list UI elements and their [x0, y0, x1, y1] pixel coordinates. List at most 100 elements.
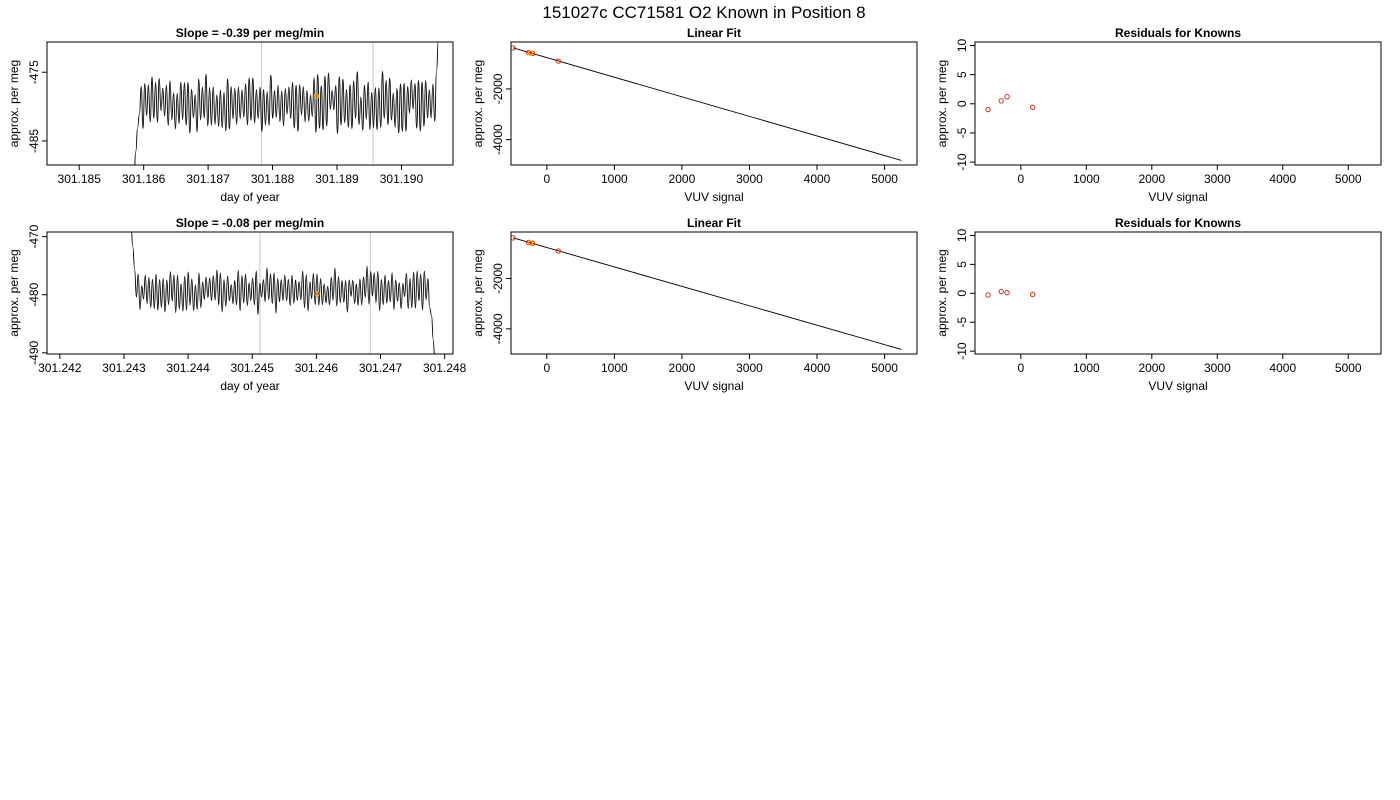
plot-area [511, 45, 902, 161]
y-tick-label: -2000 [491, 263, 505, 294]
y-tick-label: -4000 [491, 313, 505, 344]
y-tick-label: -475 [27, 60, 41, 84]
fit-line [512, 47, 902, 161]
y-axis-label: approx. per meg [471, 249, 485, 336]
x-tick-label: 5000 [871, 172, 898, 186]
figure-title: 151027c CC71581 O2 Known in Position 8 [542, 3, 865, 22]
x-tick-label: 5000 [1335, 172, 1362, 186]
x-tick-label: 301.242 [38, 361, 82, 375]
x-tick-label: 301.189 [315, 172, 359, 186]
data-point [555, 248, 561, 254]
x-tick-label: 4000 [1269, 172, 1296, 186]
chart-panel-4: Slope = -0.08 per meg/min 301.242 301.243 3… [7, 216, 467, 393]
x-tick-label: 4000 [804, 361, 831, 375]
data-point [511, 235, 516, 241]
x-tick-label: 2000 [669, 172, 696, 186]
x-tick-label: 301.188 [251, 172, 295, 186]
y-tick-label: 5 [955, 261, 969, 268]
x-tick-label: 301.247 [359, 361, 403, 375]
y-tick-label: -5 [955, 317, 969, 328]
fit-line [512, 237, 902, 350]
y-axis-label: approx. per meg [7, 60, 21, 147]
x-tick-label: 5000 [871, 361, 898, 375]
y-tick-label: -2000 [491, 73, 505, 104]
data-point [1029, 291, 1036, 298]
data-point [985, 106, 991, 113]
y-tick-label: -490 [27, 341, 41, 365]
data-point [1004, 94, 1010, 100]
y-tick-label: -10 [955, 342, 969, 360]
x-tick-label: 301.248 [423, 361, 467, 375]
data-point [555, 58, 561, 64]
y-tick-label: -470 [27, 224, 41, 248]
highlight-point [314, 290, 320, 297]
x-tick-label: 4000 [1269, 361, 1296, 375]
plot-area [511, 235, 902, 350]
y-axis-label: approx. per meg [7, 249, 21, 336]
y-axis-label: approx. per meg [935, 60, 949, 147]
y-tick-label: 10 [955, 39, 969, 53]
plot-frame [46, 41, 454, 166]
panel-title: Slope = -0.39 per meg/min [176, 26, 324, 40]
x-tick-label: 2000 [669, 361, 696, 375]
x-axis-label: VUV signal [1148, 379, 1207, 393]
y-tick-label: 0 [955, 290, 969, 297]
x-tick-label: 301.244 [166, 361, 210, 375]
data-point [511, 45, 516, 51]
y-tick-label: -10 [955, 153, 969, 171]
plot-area [134, 42, 439, 165]
x-tick-label: 3000 [736, 361, 763, 375]
data-point [529, 240, 536, 246]
x-tick-label: 0 [543, 361, 550, 375]
chart-panel-6: Residuals for Knowns 0 1000 2000 3000 4000 500… [935, 216, 1382, 393]
panel-title: Slope = -0.08 per meg/min [176, 216, 324, 230]
series-line-1 [134, 42, 439, 165]
highlight-point [527, 240, 534, 246]
data-point [998, 98, 1004, 104]
x-tick-label: 2000 [1138, 172, 1165, 186]
x-tick-label: 3000 [1204, 361, 1231, 375]
plot-frame [46, 231, 454, 355]
x-tick-label: 301.186 [122, 172, 166, 186]
x-tick-label: 1000 [1073, 361, 1100, 375]
highlight-point [527, 50, 534, 56]
x-tick-label: 5000 [1335, 361, 1362, 375]
x-tick-label: 1000 [601, 172, 628, 186]
panel-title: Linear Fit [687, 216, 741, 230]
x-axis-label: day of year [220, 190, 279, 204]
x-axis-label: VUV signal [684, 190, 743, 204]
x-tick-label: 4000 [804, 172, 831, 186]
panel-title: Residuals for Knowns [1115, 216, 1241, 230]
y-tick-label: -5 [955, 127, 969, 138]
y-tick-label: 0 [955, 100, 969, 107]
panel-title: Linear Fit [687, 26, 741, 40]
data-point [985, 292, 991, 298]
y-tick-label: -485 [27, 129, 41, 153]
x-axis-label: day of year [220, 379, 279, 393]
y-tick-label: -4000 [491, 124, 505, 155]
y-tick-label: 10 [955, 228, 969, 242]
x-tick-label: 2000 [1138, 361, 1165, 375]
x-tick-label: 301.185 [58, 172, 102, 186]
x-tick-label: 301.243 [102, 361, 146, 375]
x-tick-label: 0 [1017, 361, 1024, 375]
chart-panel-5: Linear Fit 0 1000 2000 3000 4000 5000 -4000 -200… [471, 216, 918, 393]
x-tick-label: 301.246 [295, 361, 339, 375]
x-tick-label: 1000 [601, 361, 628, 375]
x-tick-label: 0 [1017, 172, 1024, 186]
x-axis-label: VUV signal [684, 379, 743, 393]
x-tick-label: 3000 [736, 172, 763, 186]
plot-frame [974, 41, 1382, 166]
y-axis-label: approx. per meg [935, 249, 949, 336]
plot-frame [510, 41, 918, 166]
x-tick-label: 301.187 [186, 172, 230, 186]
x-tick-label: 0 [543, 172, 550, 186]
series-line-1 [131, 232, 435, 354]
data-point [1029, 104, 1036, 110]
panel-grid: Slope = -0.39 per meg/min 301.185 301.186 3… [7, 26, 1382, 393]
data-point [998, 288, 1004, 295]
highlight-point [313, 93, 320, 100]
plot-area [985, 288, 1036, 298]
